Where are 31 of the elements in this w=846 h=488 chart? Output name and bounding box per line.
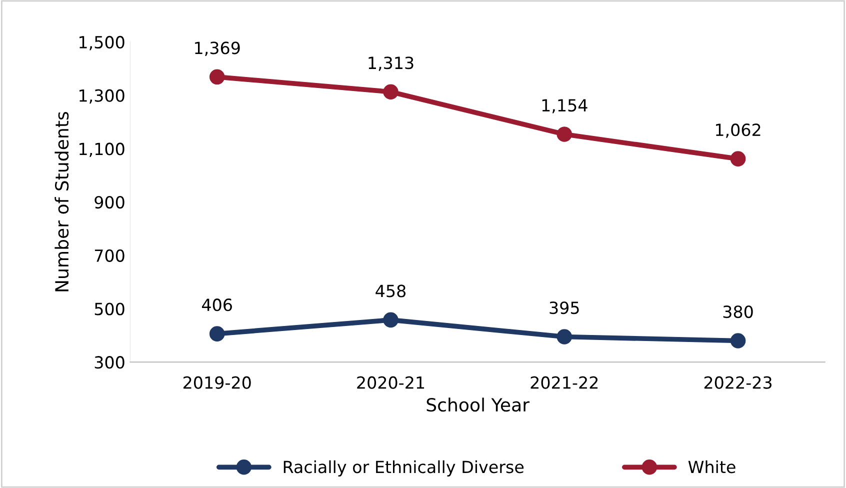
point xyxy=(209,69,225,85)
y-tick-label: 700 xyxy=(94,249,124,262)
x-tick-label: 2021-22 xyxy=(530,376,598,389)
x-axis-title: School Year xyxy=(426,398,530,412)
legend-label: Racially or Ethnically Diverse xyxy=(284,460,524,476)
data-label: 458 xyxy=(376,284,406,298)
point xyxy=(209,326,225,342)
data-label: 380 xyxy=(723,305,753,318)
point xyxy=(730,333,746,348)
y-tick-label: 1,300 xyxy=(80,89,124,104)
point xyxy=(383,84,398,100)
y-tick-label: 1,100 xyxy=(80,142,124,157)
data-label: 395 xyxy=(550,301,579,314)
data-label: 1,062 xyxy=(716,124,760,138)
data-label: 406 xyxy=(202,298,232,312)
x-tick-label: 2022-23 xyxy=(704,376,772,389)
y-tick-label: 1,500 xyxy=(80,36,124,50)
data-label: 1,369 xyxy=(195,42,240,56)
y-axis-title: Number of Students xyxy=(54,112,69,292)
y-tick-label: 300 xyxy=(94,356,124,369)
x-tick-label: 2020-21 xyxy=(357,376,424,389)
point xyxy=(556,329,572,344)
legend-label: White xyxy=(688,460,736,474)
x-tick-label: 2019-20 xyxy=(184,376,251,389)
point xyxy=(556,126,572,142)
y-tick-label: 500 xyxy=(94,302,124,316)
y-tick-label: 900 xyxy=(94,196,124,209)
point xyxy=(730,151,746,166)
point xyxy=(383,312,398,328)
data-label: 1,313 xyxy=(368,56,414,71)
data-label: 1,154 xyxy=(542,99,588,114)
